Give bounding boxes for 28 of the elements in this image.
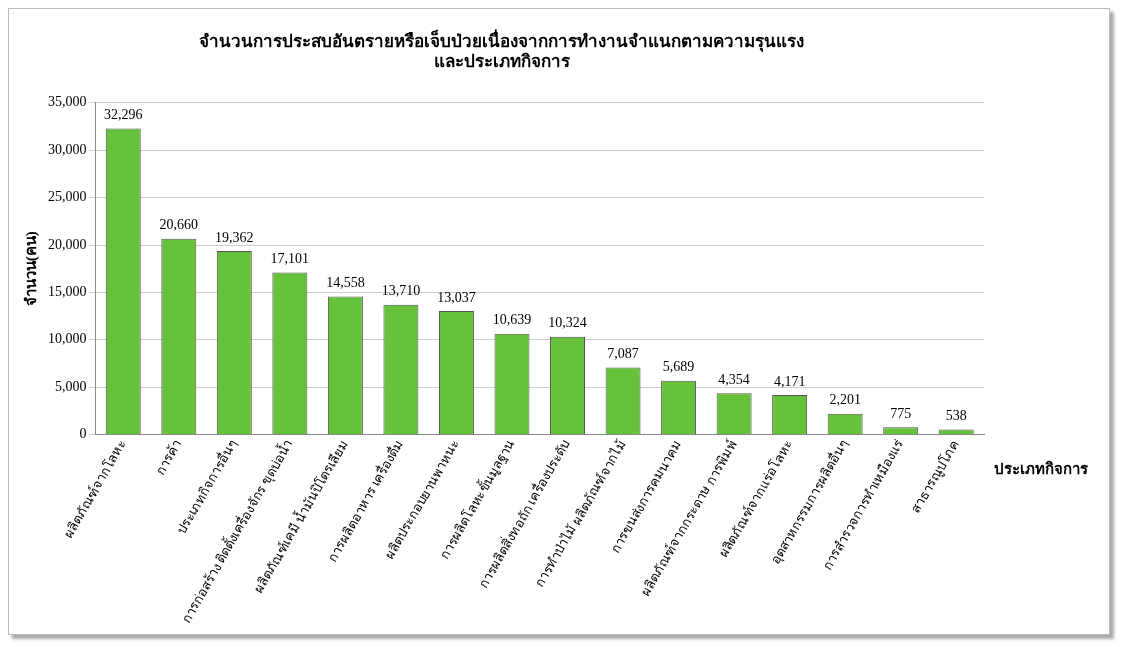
y-tick-label: 0 xyxy=(79,426,87,442)
y-tick-label: 10,000 xyxy=(48,331,87,347)
data-label: 20,660 xyxy=(159,217,199,233)
y-axis-title: จำนวน(คน) xyxy=(22,231,40,307)
data-label: 19,362 xyxy=(215,229,254,245)
data-label: 32,296 xyxy=(104,107,143,123)
text: และประเภทกิจการ xyxy=(433,51,570,71)
data-label: 17,101 xyxy=(270,251,310,267)
y-tick-label: 30,000 xyxy=(48,141,87,157)
data-label: 10,639 xyxy=(492,312,532,328)
y-tick-label: 25,000 xyxy=(48,189,87,205)
data-label: 538 xyxy=(945,408,967,424)
data-label: 775 xyxy=(890,405,912,421)
y-tick-label: 15,000 xyxy=(48,284,87,300)
data-label: 13,710 xyxy=(381,283,421,299)
data-label: 7,087 xyxy=(607,346,639,362)
text: จำนวนการประสบอันตรายหรือเจ็บป่วยเนื่องจากการทำงานจำแนกตามความรุนแรง xyxy=(199,31,804,51)
data-label: 4,354 xyxy=(718,372,750,388)
data-label: 14,558 xyxy=(326,275,365,291)
y-tick-label: 35,000 xyxy=(48,94,87,110)
data-label: 13,037 xyxy=(437,289,476,305)
y-tick-label: 5,000 xyxy=(55,378,87,394)
y-tick-label: 20,000 xyxy=(48,236,87,252)
data-label: 10,324 xyxy=(548,315,587,331)
data-label: 4,171 xyxy=(773,373,806,389)
data-label: 5,689 xyxy=(662,359,695,375)
x-axis-title: ประเภทกิจการ xyxy=(994,459,1089,477)
data-label: 2,201 xyxy=(829,392,861,408)
